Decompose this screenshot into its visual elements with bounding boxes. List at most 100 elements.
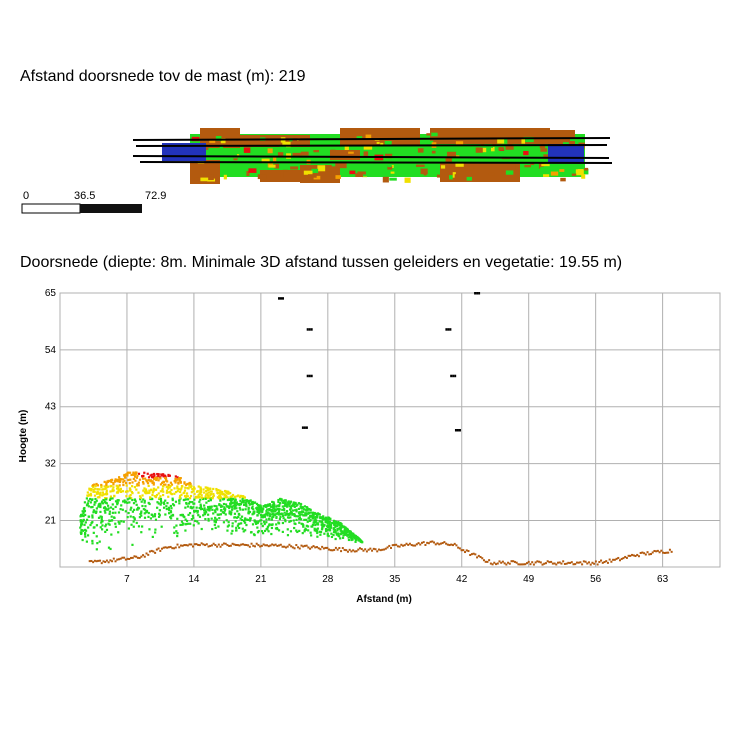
- ground-point: [410, 544, 413, 547]
- vegetation-point: [221, 490, 224, 494]
- vegetation-point: [263, 513, 266, 517]
- plan-point: [541, 164, 550, 167]
- vegetation-point: [280, 499, 283, 502]
- vegetation-point: [89, 501, 92, 504]
- vegetation-point: [309, 511, 312, 514]
- vegetation-point: [157, 492, 160, 495]
- vegetation-point: [99, 493, 102, 496]
- vegetation-point: [110, 480, 113, 484]
- vegetation-point: [99, 510, 102, 514]
- conductor-point: [303, 426, 306, 429]
- vegetation-point: [152, 515, 155, 518]
- vegetation-point: [82, 514, 85, 518]
- plan-point: [257, 174, 267, 180]
- vegetation-point: [244, 529, 247, 532]
- vegetation-point: [236, 510, 239, 513]
- vegetation-point: [183, 489, 187, 492]
- vegetation-point: [108, 512, 111, 516]
- vegetation-point: [93, 483, 96, 486]
- vegetation-point: [289, 516, 292, 519]
- vegetation-point: [128, 482, 131, 485]
- ground-point: [598, 560, 601, 563]
- vegetation-point: [277, 498, 280, 502]
- vegetation-point: [308, 511, 311, 515]
- ground-point: [305, 544, 308, 547]
- vegetation-point: [123, 479, 126, 482]
- ground-point: [298, 547, 301, 550]
- vegetation-point: [96, 542, 99, 545]
- plan-point: [267, 148, 273, 154]
- ground-point: [315, 546, 318, 549]
- ground-point: [309, 547, 312, 550]
- ground-point: [105, 559, 108, 562]
- ground-point: [336, 548, 339, 551]
- ground-point: [484, 560, 487, 563]
- vegetation-point: [256, 514, 259, 517]
- vegetation-point: [163, 502, 166, 506]
- vegetation-point: [279, 497, 282, 501]
- vegetation-point: [112, 483, 115, 486]
- plan-point: [223, 174, 227, 180]
- ground-point: [233, 543, 236, 546]
- vegetation-point: [266, 514, 269, 517]
- vegetation-point: [225, 490, 228, 493]
- plan-point: [325, 171, 332, 177]
- plan-point: [488, 172, 495, 176]
- vegetation-point: [244, 517, 247, 520]
- vegetation-point: [225, 492, 228, 495]
- plan-point: [423, 159, 429, 164]
- vegetation-point: [347, 533, 350, 537]
- ground-point: [142, 554, 145, 557]
- plan-point: [387, 164, 392, 168]
- vegetation-point: [310, 514, 314, 518]
- vegetation-point: [346, 534, 349, 537]
- vegetation-point: [252, 533, 256, 536]
- vegetation-point: [117, 487, 120, 490]
- ground-point: [498, 560, 501, 563]
- plan-point: [550, 171, 559, 176]
- vegetation-point: [285, 504, 288, 507]
- ground-point: [377, 548, 380, 551]
- ground-point: [272, 544, 275, 547]
- vegetation-point: [236, 503, 239, 506]
- ground-point: [644, 553, 647, 556]
- ground-point: [312, 545, 315, 548]
- plan-point: [357, 171, 366, 175]
- vegetation-point: [334, 530, 337, 533]
- vegetation-point: [333, 523, 336, 527]
- ground-point: [512, 560, 515, 563]
- x-tick-label: 21: [255, 574, 267, 585]
- ground-point: [154, 551, 157, 554]
- ground-point: [322, 547, 325, 550]
- vegetation-point: [207, 499, 210, 503]
- vegetation-point: [83, 506, 86, 510]
- vegetation-point: [270, 526, 274, 530]
- vegetation-point: [277, 529, 281, 532]
- vegetation-point: [224, 508, 227, 511]
- ground-point: [376, 550, 379, 553]
- vegetation-point: [189, 522, 192, 525]
- vegetation-point: [117, 531, 120, 534]
- plan-point: [228, 138, 232, 144]
- plan-point: [490, 146, 495, 152]
- vegetation-point: [160, 473, 163, 476]
- vegetation-point: [147, 511, 150, 515]
- vegetation-point: [223, 494, 227, 497]
- plan-point: [313, 149, 319, 153]
- vegetation-point: [282, 499, 285, 502]
- ground-point: [563, 562, 566, 565]
- vegetation-point: [158, 514, 161, 517]
- vegetation-point: [95, 499, 98, 502]
- vegetation-point: [105, 502, 108, 505]
- vegetation-point: [297, 502, 300, 505]
- plan-point: [420, 168, 428, 175]
- vegetation-point: [119, 508, 122, 511]
- ground-point: [264, 544, 267, 547]
- plan-point: [378, 166, 386, 173]
- vegetation-point: [253, 510, 256, 513]
- vegetation-point: [152, 483, 155, 486]
- vegetation-point: [314, 517, 317, 520]
- conductor-point: [305, 426, 308, 429]
- ground-point: [174, 546, 177, 549]
- vegetation-point: [280, 498, 283, 501]
